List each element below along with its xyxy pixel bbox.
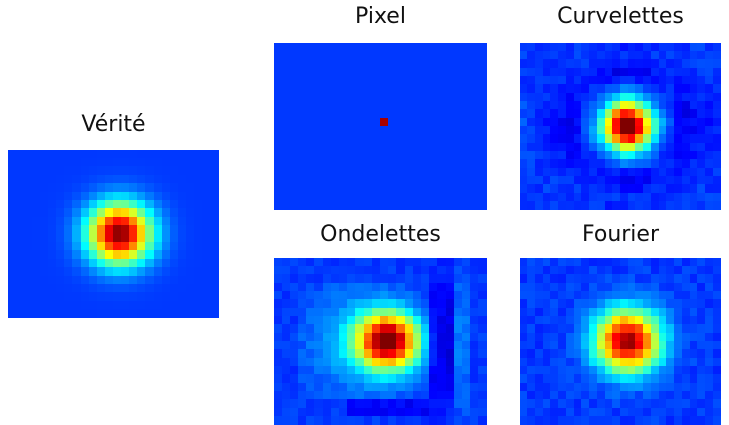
panel-title: Curvelettes [557,4,684,29]
heatmap-curvelettes [520,43,721,210]
panel-title: Ondelettes [320,222,441,247]
panel-title: Pixel [355,4,406,29]
panel-ondelettes: Ondelettes [274,222,487,425]
heatmap-ondelettes [274,258,487,425]
panel-curvelettes: Curvelettes [520,4,721,210]
panel-title: Fourier [581,222,659,247]
panel-pixel: Pixel [274,4,487,210]
heatmap-fourier [520,258,721,425]
heatmap-pixel [274,43,487,210]
panel-verite: Vérité [8,112,219,318]
heatmap-verite [8,150,219,318]
panel-title: Vérité [81,112,146,137]
panel-fourier: Fourier [520,222,721,425]
